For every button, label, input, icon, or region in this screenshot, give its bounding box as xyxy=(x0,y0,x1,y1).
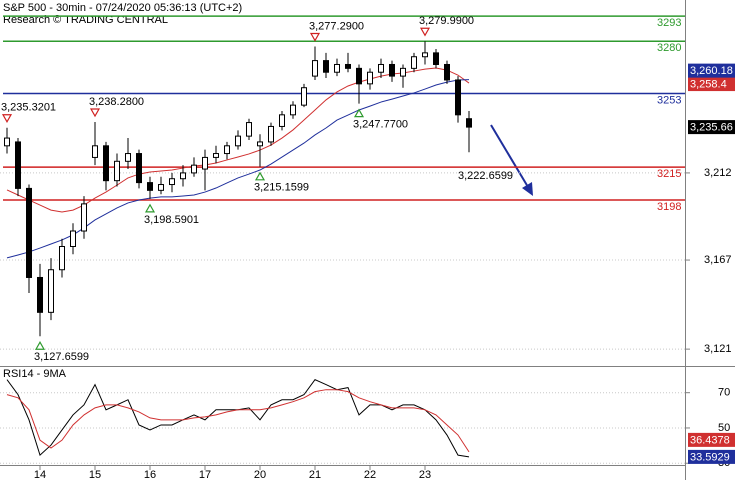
last-price-box xyxy=(688,120,735,135)
x-tick-label: 20 xyxy=(254,469,266,480)
candle-body xyxy=(466,118,472,128)
candle-body xyxy=(26,187,32,278)
y-tick-label: 70 xyxy=(718,387,730,399)
candle-body xyxy=(334,63,340,73)
candle-body xyxy=(103,145,109,182)
projection-arrow xyxy=(490,124,533,196)
y-tick-label: 50 xyxy=(718,422,730,434)
low-marker xyxy=(254,171,266,181)
candle-body xyxy=(257,141,263,147)
candle-body xyxy=(114,160,120,182)
candle-body xyxy=(246,122,252,137)
candle-body xyxy=(400,67,406,77)
x-tick-label: 16 xyxy=(144,469,156,480)
candle-body xyxy=(15,141,21,189)
candle-body xyxy=(290,104,296,116)
candle-body xyxy=(147,182,153,191)
arrow-shaft xyxy=(490,124,529,188)
candle-body xyxy=(455,79,461,116)
candle-body xyxy=(70,230,76,247)
level-label: 3198 xyxy=(657,201,681,213)
high-label: 3,238.2800 xyxy=(89,96,144,108)
ma-red-last-box xyxy=(688,77,735,92)
level-label: 3253 xyxy=(657,94,681,106)
x-tick-label: 14 xyxy=(34,469,46,480)
candle-body xyxy=(180,172,186,180)
candle-body xyxy=(433,52,439,65)
y-tick-label: 3,167 xyxy=(704,254,732,266)
high-marker xyxy=(309,32,321,42)
candle-body xyxy=(37,276,43,313)
candle-body xyxy=(125,153,131,162)
y-tick-label: 3,212 xyxy=(704,167,732,179)
x-tick-label: 17 xyxy=(199,469,211,480)
low-marker xyxy=(353,108,365,118)
level-label: 3215 xyxy=(657,168,681,180)
candle-body xyxy=(378,63,384,73)
rsi-last-box xyxy=(688,449,735,464)
ma-blue-last-box xyxy=(688,63,735,78)
candle-body xyxy=(411,56,417,69)
low-label: 3,198.5901 xyxy=(144,214,199,226)
candle-body xyxy=(389,63,395,77)
ma-blue-last: 3,260.18 xyxy=(690,65,733,77)
high-label: 3,277.2900 xyxy=(309,20,364,32)
rsi-line xyxy=(6,389,470,453)
candle-body xyxy=(158,184,164,191)
low-label: 3,247.7700 xyxy=(353,119,408,131)
candle-body xyxy=(444,63,450,81)
candle-body xyxy=(4,137,10,147)
target-label: 3,222.6599 xyxy=(458,170,513,182)
candle-body xyxy=(312,60,318,77)
candle-body xyxy=(268,125,274,143)
rsi-ma-last-box xyxy=(688,432,735,447)
rsi-last: 33.5929 xyxy=(690,451,730,463)
y-tick-label: 3,121 xyxy=(704,343,732,355)
candle-body xyxy=(81,203,87,232)
level-label: 3280 xyxy=(657,42,681,54)
high-label: 3,279.9900 xyxy=(419,15,474,27)
chart-title: S&P 500 - 30min - 07/24/2020 05:36:13 (U… xyxy=(3,2,242,14)
chart-subtitle: Research © TRADING CENTRAL xyxy=(3,14,168,26)
candle-body xyxy=(48,269,54,313)
candle-body xyxy=(279,114,285,127)
x-tick-label: 15 xyxy=(89,469,101,480)
x-tick-label: 22 xyxy=(364,469,376,480)
low-marker xyxy=(144,203,156,213)
candle-body xyxy=(169,178,175,186)
high-marker xyxy=(89,108,101,118)
low-label: 3,215.1599 xyxy=(254,182,309,194)
last-price: 3,235.66 xyxy=(690,122,733,134)
candle-body xyxy=(202,156,208,170)
candle-body xyxy=(356,67,362,85)
candle-body xyxy=(345,63,351,69)
low-label: 3,127.6599 xyxy=(34,351,89,363)
ma-red-last: 3,258.4 xyxy=(690,78,727,90)
candle-body xyxy=(92,145,98,158)
arrow-head xyxy=(522,182,533,196)
panel-title: RSI14 - 9MA xyxy=(3,368,67,380)
x-tick-label: 21 xyxy=(309,469,321,480)
high-marker xyxy=(1,114,13,123)
candle-body xyxy=(422,52,428,58)
candle-body xyxy=(301,87,307,106)
candle-body xyxy=(191,164,197,174)
candle-body xyxy=(235,135,241,147)
candle-body xyxy=(136,153,142,184)
candle-body xyxy=(59,245,65,271)
high-marker xyxy=(419,27,431,37)
high-label: 3,235.3201 xyxy=(1,102,56,114)
candle-body xyxy=(323,60,329,73)
low-marker xyxy=(34,341,46,350)
candle-body xyxy=(224,145,230,155)
rsi-ma-last: 36.4378 xyxy=(690,434,730,446)
candle-body xyxy=(367,71,373,85)
level-label: 3293 xyxy=(657,17,681,29)
candle-body xyxy=(213,153,219,158)
x-tick-label: 23 xyxy=(419,469,431,480)
